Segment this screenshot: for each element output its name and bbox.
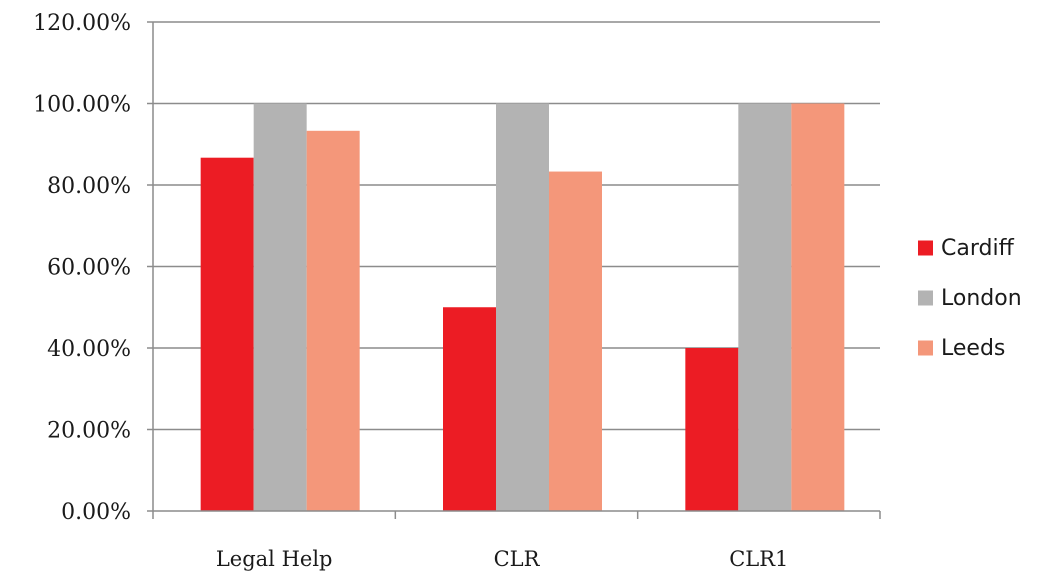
bar-london-clr <box>496 103 549 511</box>
x-axis-category-labels: Legal Help CLR CLR1 <box>216 547 789 571</box>
y-axis-tick-labels: 0.00% 20.00% 40.00% 60.00% 80.00% 100.00% 120.… <box>33 11 131 525</box>
bar-leeds-clr1 <box>791 103 845 511</box>
bar-cardiff-clr <box>443 307 496 511</box>
y-tick-label: 120.00% <box>33 11 131 36</box>
legend-swatch-london <box>918 290 933 306</box>
y-tick-label: 60.00% <box>47 256 131 281</box>
legend-swatch-cardiff <box>918 240 933 256</box>
y-tick-label: 20.00% <box>47 419 131 444</box>
axes <box>147 21 881 519</box>
legend-label-london: London <box>941 286 1022 311</box>
bar-london-clr1 <box>738 103 792 511</box>
bar-leeds-clr <box>549 171 602 512</box>
legend-label-leeds: Leeds <box>941 336 1005 361</box>
legend-swatch-leeds <box>918 340 933 356</box>
x-category-label: Legal Help <box>216 547 333 571</box>
y-tick-label: 0.00% <box>61 500 131 525</box>
bar-leeds-legal-help <box>306 130 360 512</box>
bars <box>200 103 845 512</box>
y-tick-label: 40.00% <box>47 337 131 362</box>
legend-label-cardiff: Cardiff <box>941 236 1015 261</box>
x-category-label: CLR1 <box>729 547 788 571</box>
bar-london-legal-help <box>253 103 307 511</box>
bar-cardiff-clr1 <box>685 348 739 511</box>
x-category-label: CLR <box>494 547 541 571</box>
legend: Cardiff London Leeds <box>918 236 1022 361</box>
bar-cardiff-legal-help <box>200 157 254 511</box>
y-tick-label: 100.00% <box>33 93 131 118</box>
y-tick-label: 80.00% <box>47 174 131 199</box>
